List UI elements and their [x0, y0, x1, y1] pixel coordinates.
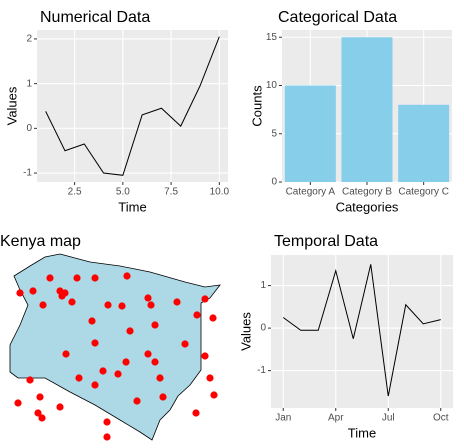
map-point: [210, 391, 218, 399]
line: [45, 36, 220, 176]
map-point: [173, 298, 181, 306]
x-tick-label: 2.5: [68, 187, 82, 198]
bar: [398, 104, 450, 182]
map-point: [206, 374, 214, 382]
map-point: [91, 339, 99, 347]
map-point: [91, 274, 99, 282]
x-tick-label: Apr: [328, 413, 344, 424]
x-tick-label: Jan: [275, 413, 291, 424]
map-point: [34, 409, 42, 417]
map-point: [114, 370, 122, 378]
map-point: [147, 301, 155, 309]
x-tick-label: Category A: [286, 187, 336, 198]
map-point: [103, 433, 111, 441]
chart-title: Numerical Data: [40, 9, 150, 26]
map-point: [103, 418, 111, 426]
x-tick-label: Category C: [398, 187, 449, 198]
map-point: [181, 340, 189, 348]
y-tick-label: 0: [260, 323, 266, 334]
chart-title: Temporal Data: [274, 233, 378, 250]
map-point: [38, 414, 46, 422]
map-point: [201, 352, 209, 360]
line: [282, 264, 441, 397]
map-point: [104, 301, 112, 309]
bar: [341, 37, 393, 182]
map-point: [144, 350, 152, 358]
x-tick-label: 5.0: [116, 187, 130, 198]
map-point: [193, 311, 201, 319]
x-tick-label: Oct: [433, 413, 449, 424]
x-axis-label: Time: [118, 199, 146, 214]
y-axis-label: Values: [4, 86, 19, 125]
x-axis-label: Time: [348, 425, 376, 440]
panel-background: [37, 30, 228, 182]
map-point: [62, 350, 70, 358]
map-point: [126, 327, 134, 335]
map-point: [118, 302, 126, 310]
chart-title: Kenya map: [0, 233, 81, 250]
y-tick-label: 5: [271, 128, 277, 139]
kenya-outline: [9, 253, 221, 441]
map-point: [56, 403, 64, 411]
y-tick-label: 1: [26, 78, 32, 89]
map-point: [46, 274, 54, 282]
y-tick-label: 15: [266, 32, 278, 43]
map-point: [209, 314, 217, 322]
x-axis-label: Categories: [336, 199, 399, 214]
map-point: [144, 294, 152, 302]
map-point: [122, 358, 130, 366]
y-axis-label: Counts: [249, 85, 264, 127]
y-tick-label: 0: [26, 123, 32, 134]
map-point: [14, 399, 22, 407]
map-point: [159, 393, 167, 401]
y-axis-label: Values: [238, 312, 253, 351]
panel-background: [271, 255, 453, 408]
map-point: [73, 274, 81, 282]
x-tick-label: Jul: [382, 413, 395, 424]
map-point: [133, 397, 141, 405]
chart-title: Categorical Data: [278, 9, 397, 26]
map-point: [201, 295, 209, 303]
map-point: [88, 317, 96, 325]
x-tick-label: 10.0: [210, 187, 230, 198]
x-tick-label: Category B: [342, 187, 392, 198]
map-point: [123, 272, 131, 280]
y-tick-label: -1: [23, 168, 32, 179]
map-point: [156, 374, 164, 382]
map-point: [75, 374, 83, 382]
map-point: [68, 298, 76, 306]
map-point: [29, 287, 37, 295]
y-tick-label: 1: [260, 280, 266, 291]
bar: [284, 85, 336, 182]
y-tick-label: 0: [271, 177, 277, 188]
map-point: [99, 367, 107, 375]
y-tick-label: -1: [257, 365, 266, 376]
map-point: [39, 301, 47, 309]
map-point: [16, 289, 24, 297]
map-point: [26, 376, 34, 384]
y-tick-label: 10: [266, 80, 278, 91]
x-tick-label: 7.5: [164, 187, 178, 198]
map-point: [36, 393, 44, 401]
map-point: [151, 358, 159, 366]
map-point: [91, 381, 99, 389]
map-point: [192, 409, 200, 417]
map-point: [61, 289, 69, 297]
map-point: [151, 321, 159, 329]
y-tick-label: 2: [26, 34, 32, 45]
